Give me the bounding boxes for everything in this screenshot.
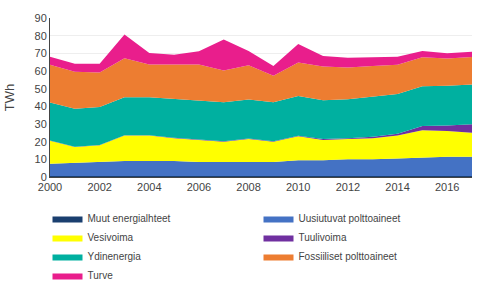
svg-text:90: 90	[35, 12, 47, 24]
svg-text:Muut energialhteet: Muut energialhteet	[88, 213, 171, 224]
svg-text:2004: 2004	[137, 181, 161, 193]
svg-text:20: 20	[35, 136, 47, 148]
svg-text:30: 30	[35, 118, 47, 130]
svg-text:40: 40	[35, 100, 47, 112]
svg-text:Tuulivoima: Tuulivoima	[299, 232, 347, 243]
svg-text:Uusiutuvat polttoaineet: Uusiutuvat polttoaineet	[299, 213, 401, 224]
svg-text:10: 10	[35, 153, 47, 165]
svg-text:TWh: TWh	[2, 84, 17, 111]
svg-text:Ydinenergia: Ydinenergia	[88, 251, 142, 262]
svg-text:2006: 2006	[187, 181, 211, 193]
svg-text:2012: 2012	[336, 181, 360, 193]
svg-text:50: 50	[35, 83, 47, 95]
svg-text:Fossiiliset polttoaineet: Fossiiliset polttoaineet	[299, 251, 398, 262]
svg-text:2016: 2016	[435, 181, 459, 193]
svg-text:2000: 2000	[38, 181, 62, 193]
svg-text:2014: 2014	[385, 181, 409, 193]
svg-text:2010: 2010	[286, 181, 310, 193]
svg-text:70: 70	[35, 47, 47, 59]
svg-text:Turve: Turve	[88, 270, 114, 281]
svg-text:2008: 2008	[236, 181, 260, 193]
svg-text:Vesivoima: Vesivoima	[88, 232, 134, 243]
svg-text:60: 60	[35, 65, 47, 77]
svg-text:0: 0	[41, 171, 47, 183]
svg-text:2002: 2002	[87, 181, 111, 193]
svg-text:80: 80	[35, 30, 47, 42]
